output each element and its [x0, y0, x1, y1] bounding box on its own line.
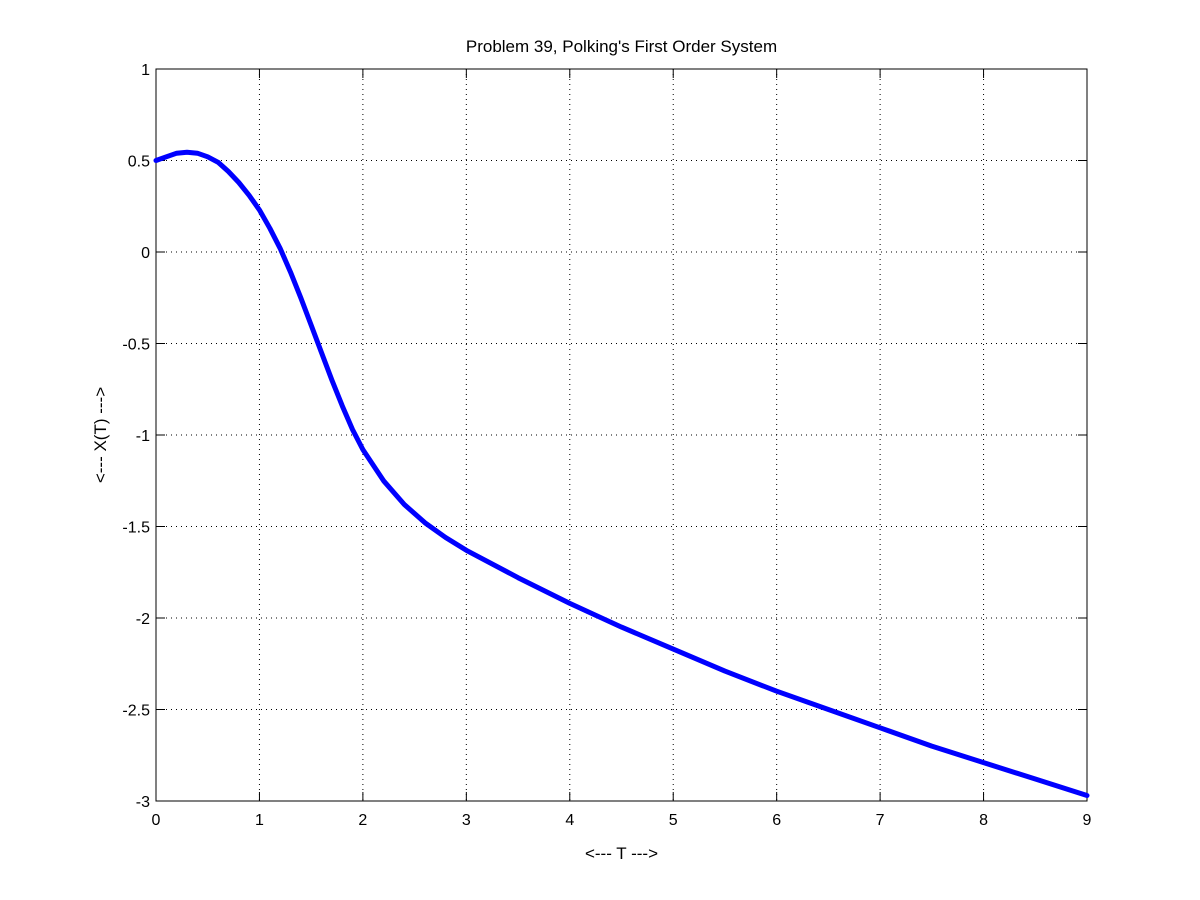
series-line — [153, 149, 1090, 798]
chart-title: Problem 39, Polking's First Order System — [466, 37, 777, 56]
y-tick-label: -3 — [136, 794, 150, 811]
axis-ticks: 0 1 2 3 4 5 6 7 8 9 1 0.5 0 -0.5 -1 -1.5 -2 -2.5 -3 — [122, 62, 1091, 829]
x-tick-label: 1 — [255, 812, 264, 829]
x-tick-label: 0 — [152, 812, 161, 829]
y-tick-label: -1 — [136, 428, 150, 445]
x-tick-label: 5 — [669, 812, 678, 829]
x-tick-label: 6 — [772, 812, 781, 829]
y-tick-label: 0 — [141, 245, 150, 262]
y-tick-label: -1.5 — [122, 520, 150, 537]
y-tick-label: 1 — [141, 62, 150, 79]
y-tick-label: 0.5 — [128, 154, 150, 171]
y-axis-label: <--- X(T) ---> — [91, 387, 110, 483]
grid-lines — [156, 69, 1087, 801]
x-tick-label: 3 — [462, 812, 471, 829]
y-tick-label: -2.5 — [122, 703, 150, 720]
data-series — [153, 149, 1090, 798]
x-axis-label: <--- T ---> — [585, 844, 658, 863]
y-tick-label: -2 — [136, 611, 150, 628]
x-tick-label: 2 — [358, 812, 367, 829]
x-tick-label: 7 — [876, 812, 885, 829]
x-tick-label: 4 — [565, 812, 574, 829]
x-tick-label: 9 — [1083, 812, 1092, 829]
x-tick-label: 8 — [979, 812, 988, 829]
y-tick-label: -0.5 — [122, 337, 150, 354]
